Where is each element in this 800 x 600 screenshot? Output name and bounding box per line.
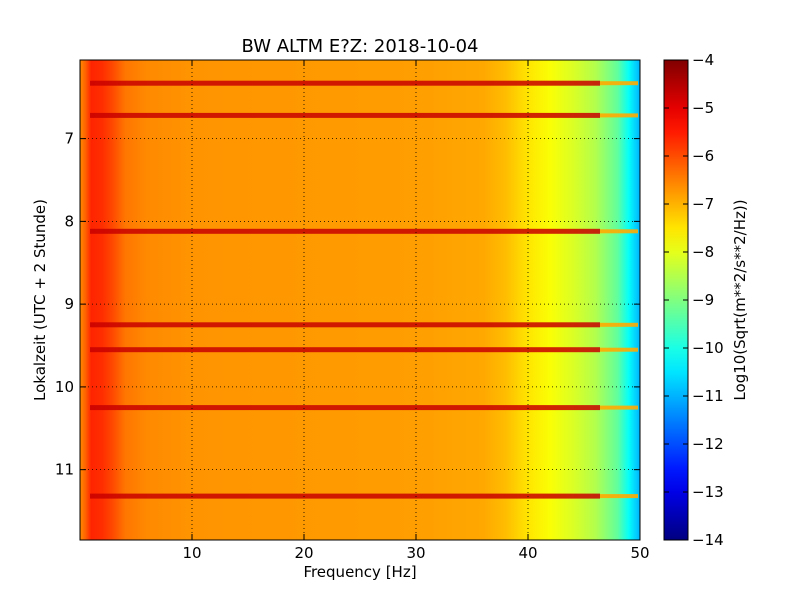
time-band-tail-3 xyxy=(600,322,638,327)
colorbar-tick-label: −6 xyxy=(692,147,714,165)
time-band-tail-2 xyxy=(600,229,638,234)
y-axis-ticks: 7 8 9 10 11 xyxy=(55,130,640,479)
time-band-tail-1 xyxy=(600,113,638,118)
time-band-4 xyxy=(90,347,600,353)
colorbar-label: Log10(Sqrt(m**2/s**2/Hz)) xyxy=(731,199,749,400)
y-tick-label: 8 xyxy=(64,212,74,230)
colorbar-tick-label: −11 xyxy=(692,387,724,405)
time-band-5 xyxy=(90,405,600,411)
plot-area xyxy=(79,59,641,541)
time-band-tail-0 xyxy=(600,81,638,86)
colorbar-tick-label: −9 xyxy=(692,291,714,309)
colorbar-tick-label: −4 xyxy=(692,51,714,69)
time-band-3 xyxy=(90,322,600,328)
spectrogram-background xyxy=(80,60,640,540)
time-band-tail-5 xyxy=(600,405,638,410)
y-axis-label: Lokalzeit (UTC + 2 Stunde) xyxy=(31,199,49,401)
x-tick-label: 10 xyxy=(182,544,201,562)
time-band-tail-4 xyxy=(600,347,638,352)
y-tick-label: 7 xyxy=(64,130,74,148)
grid-lines xyxy=(80,60,640,540)
x-tick-label: 40 xyxy=(518,544,537,562)
plot-frame xyxy=(79,59,641,541)
time-band-1 xyxy=(90,112,600,118)
y-tick-label: 9 xyxy=(64,295,74,313)
y-tick-label: 11 xyxy=(55,461,74,479)
time-band-6 xyxy=(90,493,600,499)
y-tick-label: 10 xyxy=(55,378,74,396)
colorbar-tick-label: −8 xyxy=(692,243,714,261)
x-tick-label: 30 xyxy=(406,544,425,562)
chart-title: BW ALTM E?Z: 2018-10-04 xyxy=(242,36,479,57)
x-tick-label: 50 xyxy=(630,544,649,562)
colorbar-tick-label: −10 xyxy=(692,339,724,357)
time-bands xyxy=(90,80,638,499)
time-band-0 xyxy=(90,80,600,86)
colorbar-tick-label: −14 xyxy=(692,531,724,549)
colorbar-tick-label: −5 xyxy=(692,99,714,117)
time-band-tail-6 xyxy=(600,494,638,499)
colorbar-ticks: −4 −5 −6 −7 −8 −9 −10 −11 −12 −13 −14 xyxy=(664,51,724,549)
time-band-2 xyxy=(90,228,600,234)
x-axis-label: Frequency [Hz] xyxy=(303,563,416,581)
colorbar: −4 −5 −6 −7 −8 −9 −10 −11 −12 −13 −14 xyxy=(663,51,724,549)
colorbar-tick-label: −12 xyxy=(692,435,724,453)
colorbar-tick-label: −13 xyxy=(692,483,724,501)
x-tick-label: 20 xyxy=(294,544,313,562)
colorbar-tick-label: −7 xyxy=(692,195,714,213)
x-axis-ticks: 10 20 30 40 50 xyxy=(182,60,650,562)
